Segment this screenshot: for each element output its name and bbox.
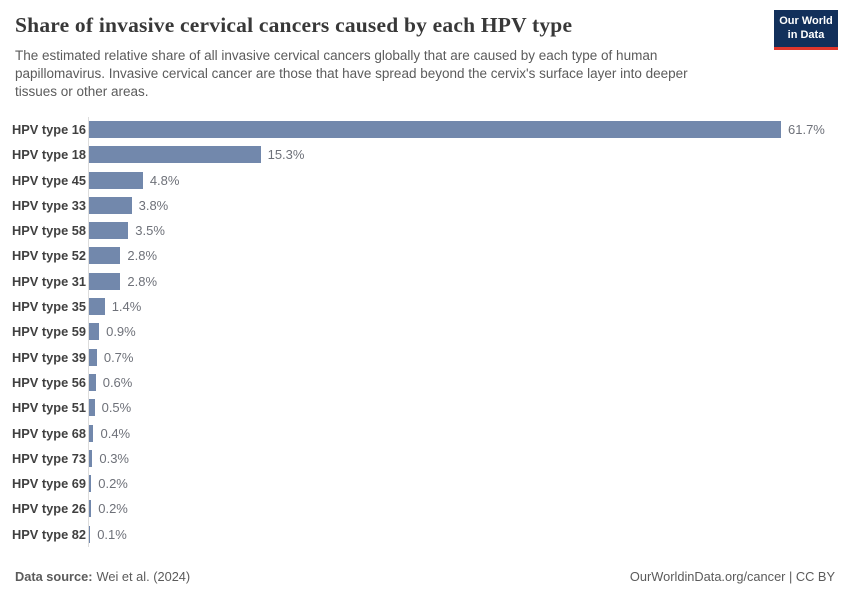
bar-row: HPV type 18 15.3% <box>12 142 850 168</box>
data-source-value: Wei et al. (2024) <box>96 569 191 584</box>
bar-row: HPV type 16 61.7% <box>12 116 850 143</box>
value-label: 2.8% <box>127 248 158 264</box>
category-label: HPV type 16 <box>12 122 86 137</box>
category-label: HPV type 39 <box>12 349 86 365</box>
bar-track: 0.2% <box>88 496 850 522</box>
value-label: 15.3% <box>267 147 305 163</box>
bar[interactable] <box>89 475 92 493</box>
bar-row: HPV type 35 1.4% <box>12 293 850 320</box>
data-source: Data source: Wei et al. (2024) <box>15 569 190 584</box>
bar-track: 2.8% <box>88 268 850 294</box>
bar-track: 1.4% <box>88 293 850 320</box>
bar[interactable] <box>89 146 261 164</box>
category-label: HPV type 68 <box>12 425 86 441</box>
bar-row: HPV type 69 0.2% <box>12 471 850 497</box>
bar[interactable] <box>89 272 121 290</box>
bar-row: HPV type 52 2.8% <box>12 243 850 269</box>
owid-logo-line1: Our World <box>779 15 833 27</box>
bar[interactable] <box>89 298 105 316</box>
bar-row: HPV type 82 0.1% <box>12 521 850 547</box>
value-label: 0.1% <box>97 526 127 542</box>
bar[interactable] <box>89 373 96 391</box>
bar-row: HPV type 51 0.5% <box>12 395 850 421</box>
bar-row: HPV type 58 3.5% <box>12 218 850 244</box>
category-label: HPV type 69 <box>12 476 86 492</box>
bar-track: 61.7% <box>88 116 850 143</box>
bar-track: 4.8% <box>88 167 850 193</box>
value-label: 0.2% <box>98 501 128 517</box>
value-label: 3.5% <box>135 223 165 239</box>
bar-track: 0.4% <box>88 420 850 446</box>
category-label: HPV type 26 <box>12 501 86 517</box>
value-label: 2.8% <box>127 273 158 289</box>
bar[interactable] <box>89 171 143 189</box>
bar-track: 3.8% <box>88 192 850 219</box>
bar[interactable] <box>89 500 92 518</box>
bar-row: HPV type 26 0.2% <box>12 496 850 522</box>
category-label: HPV type 58 <box>12 223 86 239</box>
value-label: 0.7% <box>103 349 134 365</box>
bar-row: HPV type 31 2.8% <box>12 268 850 294</box>
value-label: 0.4% <box>100 425 131 441</box>
license-credit[interactable]: OurWorldinData.org/cancer | CC BY <box>629 569 835 584</box>
bar[interactable] <box>89 399 95 417</box>
value-label: 0.2% <box>98 476 128 492</box>
value-label: 61.7% <box>788 122 825 137</box>
category-label: HPV type 52 <box>12 248 86 264</box>
value-label: 0.3% <box>99 450 129 466</box>
bar[interactable] <box>89 449 93 467</box>
bar[interactable] <box>89 323 100 341</box>
bar[interactable] <box>89 525 91 543</box>
chart-title: Share of invasive cervical cancers cause… <box>15 13 573 37</box>
bar-track: 0.7% <box>88 344 850 370</box>
owid-logo[interactable]: Our World in Data <box>774 10 838 50</box>
bar[interactable] <box>89 247 121 265</box>
category-label: HPV type 45 <box>12 172 86 188</box>
data-source-label: Data source: <box>15 569 93 584</box>
bar-track: 0.5% <box>88 395 850 421</box>
bar[interactable] <box>89 348 97 366</box>
bar-rows: HPV type 16 61.7% HPV type 18 15.3% HPV type… <box>12 116 850 547</box>
category-label: HPV type 82 <box>12 526 86 542</box>
chart-header: Share of invasive cervical cancers cause… <box>0 0 850 101</box>
bar-track: 0.6% <box>88 369 850 396</box>
value-label: 0.5% <box>101 400 132 416</box>
value-label: 4.8% <box>149 172 180 188</box>
bar-row: HPV type 33 3.8% <box>12 192 850 219</box>
category-label: HPV type 31 <box>12 273 86 289</box>
bar[interactable] <box>89 196 132 214</box>
category-label: HPV type 56 <box>12 374 86 390</box>
bar-track: 2.8% <box>88 243 850 269</box>
value-label: 1.4% <box>111 299 142 315</box>
bar-track: 0.2% <box>88 471 850 497</box>
bar[interactable] <box>89 424 94 442</box>
category-label: HPV type 33 <box>12 197 86 213</box>
bar[interactable] <box>89 121 781 138</box>
bar-track: 0.3% <box>88 445 850 472</box>
bar[interactable] <box>89 222 129 240</box>
bar-track: 15.3% <box>88 142 850 168</box>
category-label: HPV type 18 <box>12 147 86 163</box>
value-label: 0.6% <box>102 374 133 390</box>
value-label: 3.8% <box>138 197 169 213</box>
value-label: 0.9% <box>106 324 136 340</box>
bar-row: HPV type 56 0.6% <box>12 369 850 396</box>
bar-row: HPV type 59 0.9% <box>12 319 850 345</box>
chart-subtitle: The estimated relative share of all inva… <box>15 48 688 99</box>
category-label: HPV type 73 <box>12 450 86 466</box>
bar-track: 0.1% <box>88 521 850 547</box>
bar-row: HPV type 68 0.4% <box>12 420 850 446</box>
category-label: HPV type 59 <box>12 324 86 340</box>
bar-row: HPV type 45 4.8% <box>12 167 850 193</box>
bar-row: HPV type 73 0.3% <box>12 445 850 472</box>
bar-track: 0.9% <box>88 319 850 345</box>
category-label: HPV type 35 <box>12 299 86 315</box>
bar-row: HPV type 39 0.7% <box>12 344 850 370</box>
category-label: HPV type 51 <box>12 400 86 416</box>
owid-logo-line2: in Data <box>787 28 825 41</box>
bar-chart: HPV type 16 61.7% HPV type 18 15.3% HPV type… <box>0 116 850 547</box>
bar-track: 3.5% <box>88 218 850 244</box>
chart-footer: Data source: Wei et al. (2024) OurWorldin… <box>0 569 850 600</box>
